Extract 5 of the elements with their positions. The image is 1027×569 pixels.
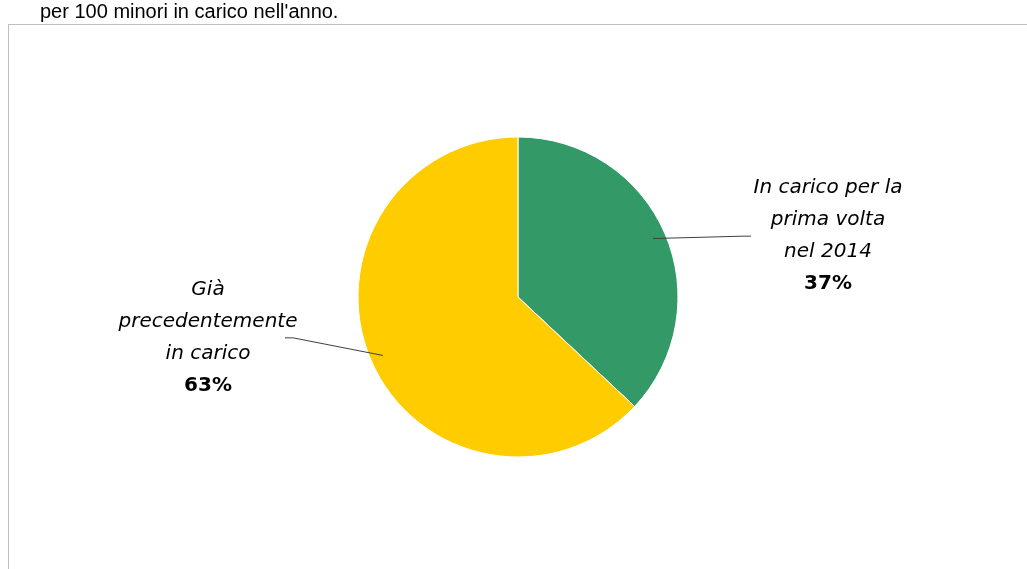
slice-label: In carico per la prima volta nel 2014 (753, 174, 903, 263)
text: per 100 minori in carico nell'anno. (40, 0, 339, 22)
data-label: 37% (804, 270, 852, 295)
data-label: 63% (184, 372, 232, 397)
slice-label: Già precedentemente in carico (117, 276, 298, 365)
